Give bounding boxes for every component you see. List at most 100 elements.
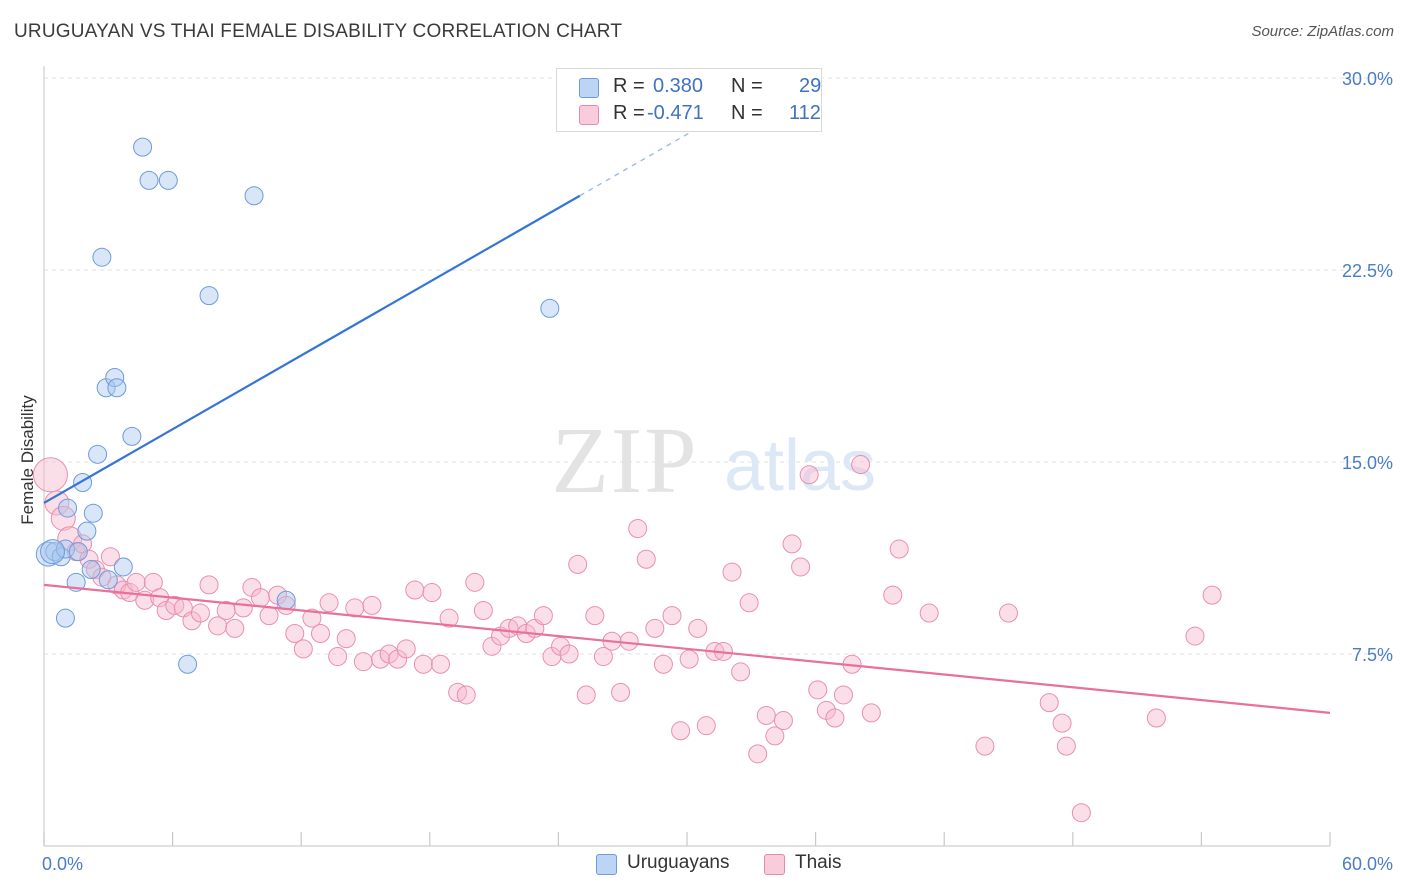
thai-point [576, 685, 596, 705]
thai-point [362, 595, 382, 615]
uruguayan-point [158, 170, 178, 190]
uruguayan-point [107, 378, 127, 398]
y-tick-label: 15.0% [1342, 453, 1393, 473]
thai-point [851, 455, 871, 475]
y-tick-label: 22.5% [1342, 261, 1393, 281]
legend-n-value: 29 [799, 75, 822, 97]
thai-point [662, 606, 682, 626]
thai-point [999, 603, 1018, 623]
correlation-legend: R = 0.380 N = 29 R = -0.471 N = 112 [556, 68, 822, 132]
thai-point [439, 608, 459, 628]
thai-point [559, 644, 579, 664]
thai-point [1039, 693, 1059, 713]
uruguayan-point [81, 560, 101, 580]
thai-point [533, 606, 553, 626]
gridlines [44, 77, 1392, 655]
thai-point [225, 618, 245, 638]
thai-point [782, 534, 802, 554]
bottom-legend-label: Thais [795, 852, 842, 873]
uruguayan-point [139, 170, 159, 190]
legend-n-value: 112 [789, 102, 821, 124]
thai-point [671, 721, 691, 741]
thai-point [808, 680, 828, 700]
x-tick-label: 0.0% [42, 854, 83, 874]
uruguayan-point [88, 444, 108, 464]
thais-trend-line [43, 583, 1331, 714]
thai-point [653, 654, 673, 674]
thai-point [645, 618, 665, 638]
thai-point [773, 711, 793, 731]
thai-point [431, 654, 451, 674]
thai-point [1202, 585, 1222, 605]
thai-point [285, 624, 305, 644]
bottom-legend-swatch-thais [764, 854, 785, 875]
x-tick-label: 60.0% [1342, 854, 1393, 874]
legend-r-value: -0.471 [647, 102, 704, 124]
uruguayan-point [83, 503, 103, 523]
thai-point [611, 682, 631, 702]
thai-point [100, 547, 120, 567]
thai-point [199, 575, 219, 595]
thai-point [889, 539, 909, 559]
thai-point [233, 598, 253, 618]
thai-point [919, 603, 939, 623]
legend-r-label: R = [613, 102, 645, 124]
uruguayan-point [199, 286, 219, 306]
uruguayan-point [68, 542, 88, 562]
bottom-legend-label: Uruguayans [627, 852, 730, 873]
thai-point [1185, 626, 1205, 646]
trend-lines [43, 84, 1331, 714]
chart-title: URUGUAYAN VS THAI FEMALE DISABILITY CORR… [14, 21, 623, 42]
bottom-legend-swatch-uruguayans [596, 854, 617, 875]
thai-point [50, 505, 76, 531]
thai-point [1052, 713, 1072, 733]
legend-swatch-uruguayans [579, 78, 599, 98]
thai-point [722, 562, 742, 582]
legend-n-label: N = [731, 102, 763, 124]
y-tick-label: 30.0% [1342, 69, 1393, 89]
thai-point [593, 647, 613, 667]
thai-point [883, 585, 903, 605]
thai-point [126, 572, 146, 592]
uruguayans-trend-line [43, 194, 581, 504]
tick-labels: 7.5% 15.0% 22.5% 30.0% 0.0% 60.0% [42, 69, 1393, 874]
thai-point [825, 708, 845, 728]
thai-point [1056, 736, 1076, 756]
thai-point [250, 588, 270, 608]
axes [43, 66, 1331, 847]
thai-point [628, 519, 648, 539]
thai-point [688, 618, 708, 638]
uruguayan-point [77, 521, 97, 541]
thai-point [413, 654, 433, 674]
thai-point [1146, 708, 1166, 728]
thai-point [336, 629, 356, 649]
uruguayan-point [92, 247, 112, 267]
uruguayan-point [58, 498, 78, 518]
uruguayan-point [244, 186, 264, 206]
uruguayan-point [133, 137, 153, 157]
thai-point [293, 639, 313, 659]
thai-point [302, 608, 322, 628]
watermark-zip: ZIP [552, 409, 699, 513]
thai-point [679, 649, 699, 669]
thai-point [310, 624, 330, 644]
watermark-atlas: atlas [724, 426, 876, 506]
uruguayan-point [276, 590, 296, 610]
thai-point [396, 639, 416, 659]
thai-point [696, 716, 716, 736]
legend-r-value: 0.380 [653, 75, 704, 97]
thai-point [748, 744, 768, 764]
thai-point [861, 703, 881, 723]
thai-point [465, 572, 485, 592]
thai-point [568, 554, 588, 574]
thai-point [833, 685, 853, 705]
thai-point [32, 457, 68, 493]
thai-point [456, 685, 476, 705]
thai-point [619, 631, 639, 651]
uruguayan-point [540, 298, 560, 318]
y-tick-label: 7.5% [1352, 645, 1393, 665]
legend-n-label: N = [731, 75, 763, 97]
uruguayans-trend-extension [579, 84, 774, 197]
uruguayans-points [35, 137, 560, 674]
thai-point [636, 549, 656, 569]
